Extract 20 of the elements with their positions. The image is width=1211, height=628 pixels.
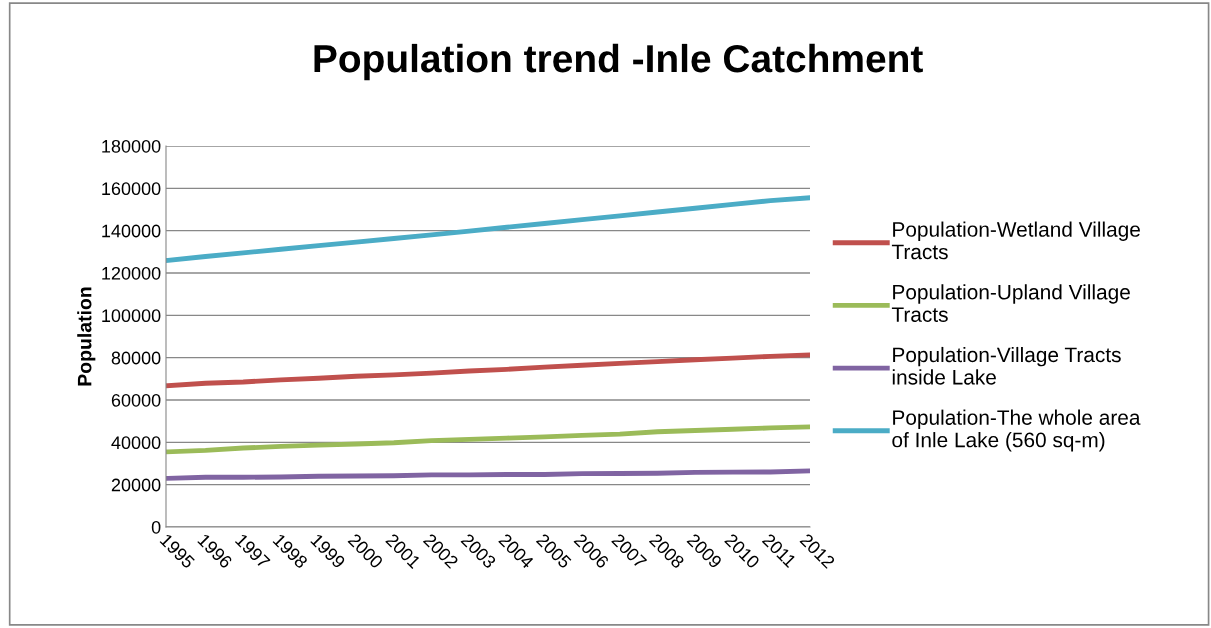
line-series	[166, 352, 810, 389]
legend-label: Population-Wetland Village Tracts	[891, 221, 1140, 260]
y-tick-label: 100000	[102, 309, 161, 323]
legend-label: Population-The whole area of Inle Lake (560 sq-m)	[892, 409, 1141, 452]
y-tick-label: 140000	[102, 224, 161, 238]
legend-label: Population-Upland Village Tracts	[891, 284, 1130, 322]
y-axis-title: Population	[77, 287, 96, 386]
line-series	[166, 195, 810, 263]
legend-label: Population-Village Tracts inside Lake	[892, 346, 1121, 385]
y-tick-label: 0	[151, 520, 161, 534]
line-series	[166, 468, 810, 481]
y-tick-label: 80000	[111, 351, 161, 365]
y-tick-label: 60000	[111, 393, 161, 407]
chart-title: Population trend -Inle Catchment	[314, 43, 923, 81]
y-tick-label: 40000	[111, 436, 161, 450]
y-tick-label: 120000	[102, 266, 161, 280]
y-tick-label: 180000	[102, 139, 161, 153]
y-tick-label: 20000	[111, 478, 161, 492]
line-series	[166, 424, 810, 455]
y-tick-label: 160000	[102, 182, 161, 196]
